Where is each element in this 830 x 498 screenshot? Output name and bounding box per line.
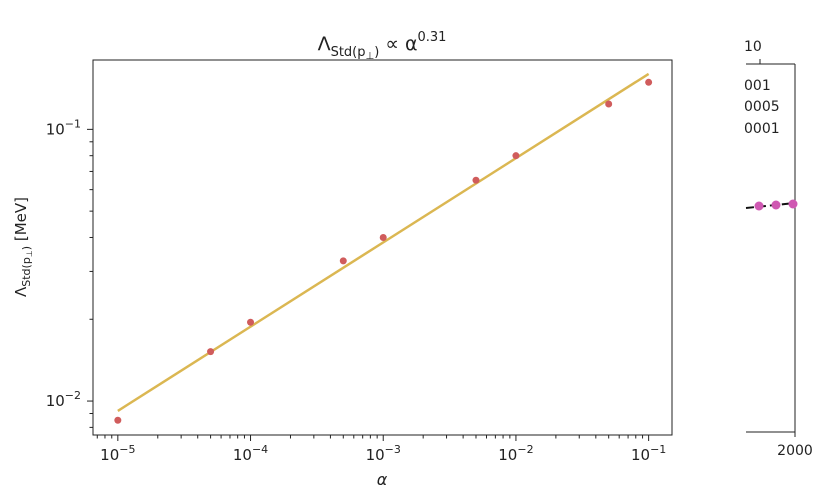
- y-tick-label-exponent: −1: [65, 117, 81, 130]
- partial-point-1: [754, 201, 764, 211]
- x-tick-label-exponent: −2: [517, 443, 533, 456]
- x-tick-label-exponent: −1: [650, 443, 666, 456]
- y-axis-label-unit: [MeV]: [12, 197, 30, 246]
- y-axis-label: ΛStd(p⊥) [MeV]: [12, 197, 34, 297]
- partial-point-3: [788, 199, 798, 209]
- partial-plot-top-tick-label: 10: [744, 39, 762, 55]
- data-point: [114, 416, 122, 424]
- data-point: [339, 257, 347, 265]
- main-plot-frame: [92, 59, 673, 436]
- y-axis-label-subscript-close: ): [20, 246, 33, 250]
- y-tick-label: 10−2: [46, 389, 81, 410]
- partial-legend-entry-3: 0001: [744, 121, 780, 137]
- data-point: [247, 318, 255, 326]
- x-tick-label-exponent: −5: [119, 443, 135, 456]
- y-axis-label-subscript: Std(p: [20, 257, 33, 287]
- x-tick-label: 10−1: [631, 443, 666, 464]
- x-tick-label-base: 10: [233, 446, 252, 464]
- x-axis-label: α: [377, 470, 388, 489]
- partial-plot: 10 001 0005 0001 2000: [744, 39, 813, 459]
- y-tick-label-base: 10: [46, 392, 65, 410]
- x-tick-label-base: 10: [366, 446, 385, 464]
- x-tick-label-exponent: −4: [252, 443, 268, 456]
- y-tick-label-exponent: −2: [65, 389, 81, 402]
- x-tick-label-base: 10: [100, 446, 119, 464]
- y-tick-label: 10−1: [46, 117, 81, 138]
- partial-dashed-line: [745, 202, 796, 209]
- fit-line-group: [117, 72, 650, 412]
- x-tick-label-base: 10: [631, 446, 650, 464]
- fit-line: [117, 72, 650, 412]
- data-point: [379, 233, 387, 241]
- chart-title-proportional: ∝ α: [379, 33, 417, 55]
- partial-legend-entry-2: 0005: [744, 99, 780, 115]
- main-x-ticks: 10−5 10−4 10−3 10−2 10−1: [96, 435, 666, 464]
- x-tick-label: 10−4: [233, 443, 268, 464]
- y-tick-label-base: 10: [46, 120, 65, 138]
- data-point: [645, 78, 653, 86]
- chart-title-subscript: Std(p: [331, 45, 366, 60]
- data-point: [207, 348, 215, 356]
- chart-title-lambda: Λ: [318, 33, 331, 55]
- data-point: [512, 152, 520, 160]
- y-axis-label-lambda: Λ: [12, 286, 30, 297]
- x-tick-label-base: 10: [498, 446, 517, 464]
- partial-point-2: [771, 200, 781, 210]
- x-tick-label: 10−2: [498, 443, 533, 464]
- chart-title-exponent: 0.31: [417, 30, 446, 45]
- partial-legend-entry-1: 001: [744, 78, 771, 94]
- x-tick-label: 10−5: [100, 443, 135, 464]
- main-plot: 10−5 10−4 10−3 10−2 10−1 10−210−1: [46, 59, 673, 464]
- data-points-group: [114, 78, 653, 424]
- main-y-ticks: 10−210−1: [46, 117, 93, 428]
- chart-title-subscript-close: ): [374, 45, 379, 60]
- partial-plot-x-tick-label: 2000: [777, 443, 813, 459]
- data-point: [472, 176, 480, 184]
- chart-title: ΛStd(p⊥) ∝ α0.31: [318, 30, 447, 62]
- data-point: [605, 100, 613, 108]
- y-axis-label-subscript-perp: ⊥: [25, 250, 34, 257]
- x-tick-label-exponent: −3: [385, 443, 401, 456]
- x-tick-label: 10−3: [366, 443, 401, 464]
- chart-title-subscript-perp: ⊥: [366, 51, 375, 62]
